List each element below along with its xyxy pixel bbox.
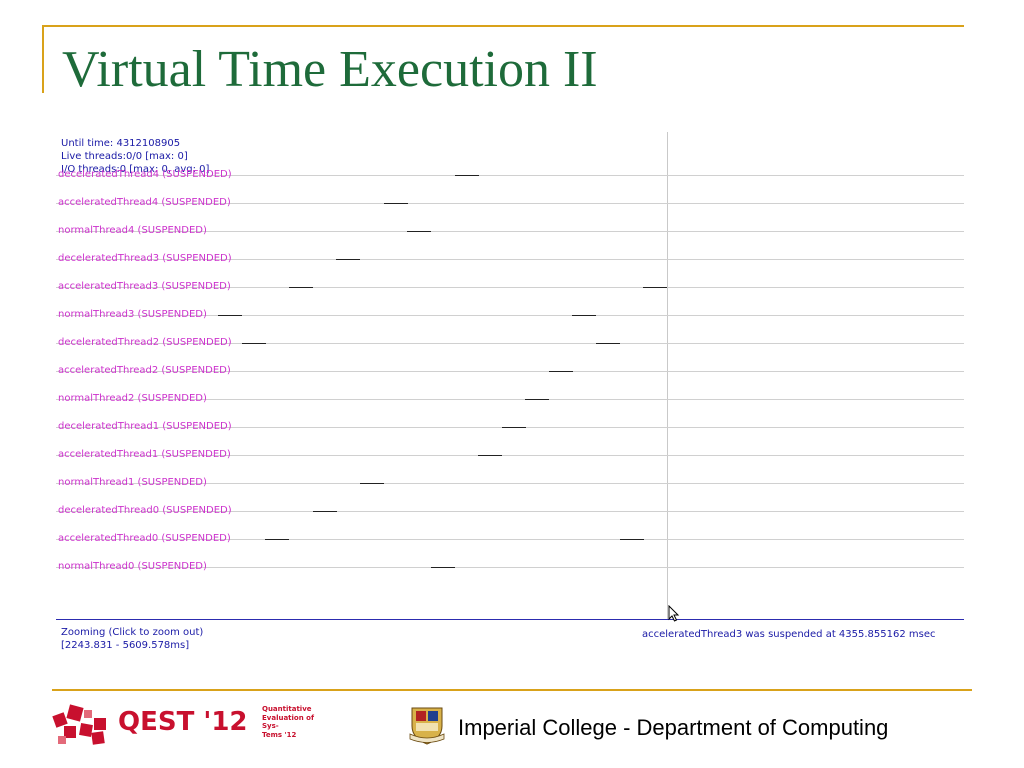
left-rule — [42, 25, 44, 93]
thread-label[interactable]: acceleratedThread4 (SUSPENDED) — [58, 197, 231, 208]
thread-label[interactable]: acceleratedThread1 (SUSPENDED) — [58, 449, 231, 460]
time-cursor-line — [667, 132, 668, 620]
status-message: acceleratedThread3 was suspended at 4355… — [642, 629, 936, 640]
thread-label[interactable]: acceleratedThread0 (SUSPENDED) — [58, 533, 231, 544]
time-axis — [56, 619, 964, 620]
thread-label[interactable]: normalThread3 (SUSPENDED) — [58, 309, 207, 320]
row-line — [56, 287, 964, 288]
zoom-info[interactable]: Zooming (Click to zoom out) [2243.831 - … — [61, 626, 203, 652]
thread-label[interactable]: deceleratedThread0 (SUSPENDED) — [58, 505, 232, 516]
qest-logo-text: QEST '12 — [118, 707, 248, 737]
qest-tagline-line: Tems '12 — [262, 730, 297, 739]
row-line — [56, 259, 964, 260]
mouse-pointer-icon — [668, 605, 680, 622]
slide-title: Virtual Time Execution II — [62, 41, 598, 98]
thread-segment[interactable] — [289, 287, 313, 288]
thread-segment[interactable] — [407, 231, 431, 232]
thread-segment[interactable] — [360, 483, 384, 484]
thread-segment[interactable] — [620, 539, 644, 540]
thread-label[interactable]: normalThread4 (SUSPENDED) — [58, 225, 207, 236]
thread-segment[interactable] — [549, 371, 573, 372]
footer-rule — [52, 689, 972, 691]
row-line — [56, 511, 964, 512]
thread-segment[interactable] — [478, 455, 502, 456]
thread-label[interactable]: deceleratedThread4 (SUSPENDED) — [58, 169, 232, 180]
qest-logo-icon — [52, 704, 106, 745]
thread-segment[interactable] — [431, 567, 455, 568]
institution-name: Imperial College - Department of Computi… — [458, 715, 889, 740]
thread-segment[interactable] — [265, 539, 289, 540]
row-line — [56, 315, 964, 316]
thread-label[interactable]: deceleratedThread3 (SUSPENDED) — [58, 253, 232, 264]
thread-label[interactable]: deceleratedThread2 (SUSPENDED) — [58, 337, 232, 348]
row-line — [56, 399, 964, 400]
thread-segment[interactable] — [384, 203, 408, 204]
thread-segment[interactable] — [596, 343, 620, 344]
until-time: Until time: 4312108905 — [61, 138, 181, 149]
row-line — [56, 539, 964, 540]
live-threads: Live threads:0/0 [max: 0] — [61, 151, 188, 162]
qest-tagline-line: Sys- — [262, 722, 279, 730]
thread-segment[interactable] — [572, 315, 596, 316]
qest-tagline-line: Evaluation of — [262, 713, 315, 722]
qest-tagline: Quantitative Evaluation of Sys- Tems '12 — [262, 705, 314, 739]
thread-segment[interactable] — [242, 343, 266, 344]
thread-segment[interactable] — [502, 427, 526, 428]
thread-segment[interactable] — [525, 399, 549, 400]
row-line — [56, 175, 964, 176]
io-threads: I/O threads:0 [max: 0, avg: 0] — [61, 164, 210, 175]
row-line — [56, 231, 964, 232]
thread-segment[interactable] — [336, 259, 360, 260]
thread-label[interactable]: normalThread1 (SUSPENDED) — [58, 477, 207, 488]
thread-label[interactable]: normalThread0 (SUSPENDED) — [58, 561, 207, 572]
thread-label[interactable]: deceleratedThread1 (SUSPENDED) — [58, 421, 232, 432]
thread-segment[interactable] — [455, 175, 479, 176]
imperial-crest-icon — [409, 707, 445, 745]
thread-info: Until time: 4312108905 Live threads:0/0 … — [61, 137, 209, 176]
thread-label[interactable]: acceleratedThread3 (SUSPENDED) — [58, 281, 231, 292]
zoom-range: [2243.831 - 5609.578ms] — [61, 640, 190, 651]
zoom-label[interactable]: Zooming (Click to zoom out) — [61, 627, 204, 638]
qest-tagline-line: Quantitative — [262, 705, 312, 713]
thread-segment[interactable] — [643, 287, 667, 288]
top-rule — [42, 25, 964, 27]
thread-segment[interactable] — [218, 315, 242, 316]
row-line — [56, 483, 964, 484]
row-line — [56, 343, 964, 344]
row-line — [56, 567, 964, 568]
thread-label[interactable]: normalThread2 (SUSPENDED) — [58, 393, 207, 404]
row-line — [56, 371, 964, 372]
row-line — [56, 455, 964, 456]
thread-label[interactable]: acceleratedThread2 (SUSPENDED) — [58, 365, 231, 376]
row-line — [56, 203, 964, 204]
thread-segment[interactable] — [313, 511, 337, 512]
